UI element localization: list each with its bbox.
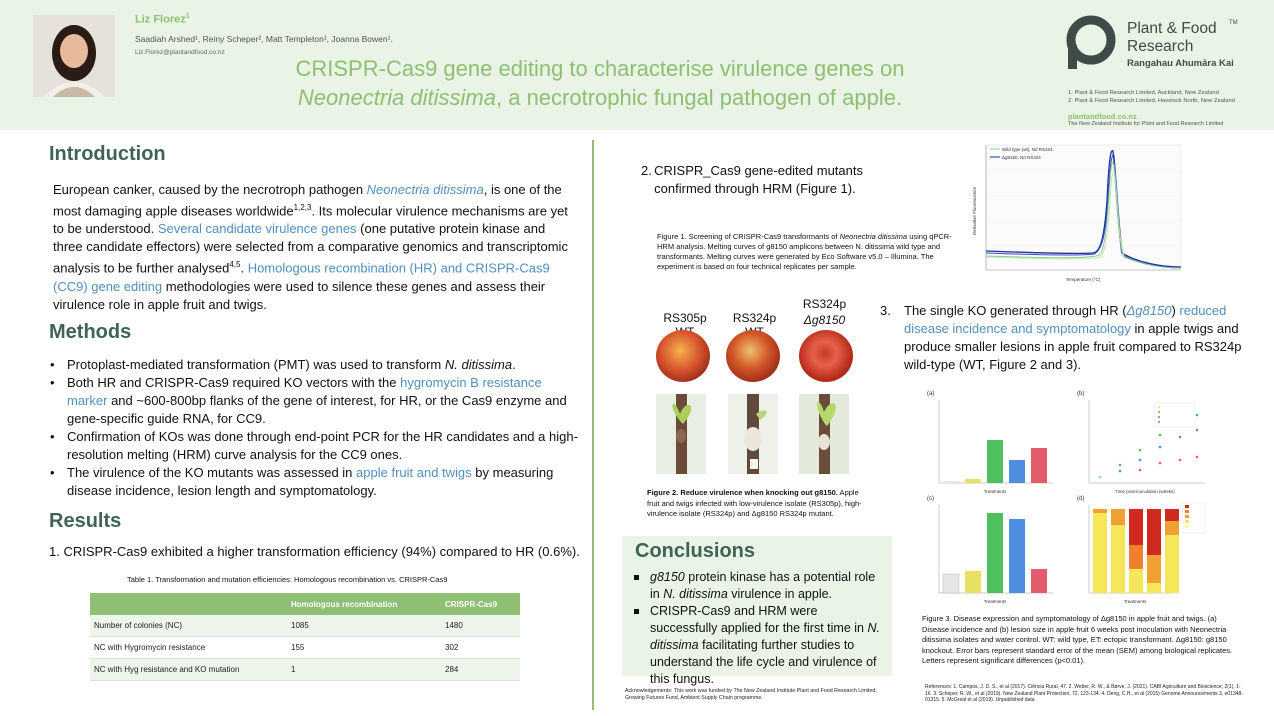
- label-delta-g8150: Δg8150: [803, 313, 846, 327]
- author-email[interactable]: Liz.Florez@plantandfood.co.nz: [135, 49, 225, 56]
- conclusions-box: [622, 536, 892, 676]
- references: References: 1. Campos, J. D. S., et al (…: [925, 684, 1243, 703]
- twig-photo-rs324p-wt: [728, 394, 778, 474]
- panel-c-xlabel: Treatments: [984, 599, 1007, 604]
- logo-text-plant-food: Plant & Food: [1127, 20, 1217, 37]
- efficiency-table: Homologous recombination CRISPR-Cas9 Num…: [90, 593, 520, 681]
- panel-b-xlabel: Time post-inoculation (weeks): [1115, 489, 1175, 494]
- label-rs324p: RS324p: [802, 297, 847, 311]
- table-cell: NC with Hygromycin resistance: [90, 636, 287, 659]
- column-divider: [592, 140, 594, 710]
- table-cell: Number of colonies (NC): [90, 615, 287, 637]
- figure2-caption: Figure 2. Reduce virulence when knocking…: [647, 488, 862, 518]
- results-heading: Results: [49, 510, 122, 532]
- poster-title-line1: CRISPR-Cas9 gene editing to characterise…: [295, 56, 905, 81]
- logo-trademark: TM: [1229, 20, 1238, 26]
- panel-d-label: (d): [1077, 496, 1084, 502]
- apple-photo-delta-g8150: [799, 330, 853, 382]
- result-1-text: 1. CRISPR-Cas9 exhibited a higher transf…: [49, 544, 580, 559]
- affiliation-1: 1. Plant & Food Research Limited, Auckla…: [1068, 90, 1219, 96]
- conclusion-item: g8150 protein kinase has a potential rol…: [632, 569, 887, 603]
- methods-item: The virulence of the KO mutants was asse…: [49, 464, 579, 500]
- conclusion-item: CRISPR-Cas9 and HRM were successfully ap…: [632, 603, 887, 688]
- logo-text-research: Research: [1127, 38, 1194, 55]
- methods-list: Protoplast-mediated transformation (PMT)…: [49, 356, 579, 500]
- table-cell: 1085: [287, 615, 441, 637]
- hrm-legend-ko: Δg8150, Nd RS324: [1002, 155, 1041, 160]
- conclusions-list: g8150 protein kinase has a potential rol…: [632, 569, 887, 688]
- figure3-caption: Figure 3. Disease expression and symptom…: [922, 614, 1233, 665]
- poster-title-line2: Neonectria ditissima, a necrotrophic fun…: [297, 85, 903, 110]
- institute-name: The New Zealand Institute for Plant and …: [1068, 121, 1224, 127]
- methods-heading: Methods: [49, 321, 132, 343]
- author-photo: [33, 15, 115, 97]
- table-row: Number of colonies (NC) 1085 1480: [90, 615, 520, 637]
- twig-photo-delta-g8150: [799, 394, 849, 474]
- introduction-heading: Introduction: [49, 143, 166, 165]
- methods-item: Confirmation of KOs was done through end…: [49, 428, 579, 464]
- twig-photo-rs305p: [656, 394, 706, 474]
- plant-and-food-logo-icon: [1066, 15, 1116, 71]
- table-cell: 1: [287, 658, 441, 681]
- hrm-legend-wt: Wild type (wt), Nd RS324: [1002, 147, 1053, 152]
- panel-d-xlabel: Treatments: [1124, 599, 1147, 604]
- table-header: CRISPR-Cas9: [441, 593, 520, 615]
- methods-item: Protoplast-mediated transformation (PMT)…: [49, 356, 579, 374]
- affiliation-2: 2. Plant & Food Research Limited, Havelo…: [1068, 98, 1235, 104]
- table-cell: 302: [441, 636, 520, 659]
- panel-a-xlabel: Treatments: [984, 489, 1007, 494]
- table-caption: Table 1. Transformation and mutation eff…: [127, 575, 448, 584]
- panel-b-label: (b): [1077, 391, 1084, 397]
- table-header: [90, 593, 287, 615]
- methods-item: Both HR and CRISPR-Cas9 required KO vect…: [49, 374, 579, 428]
- author-name: Liz Florez1: [135, 13, 190, 26]
- table-header: Homologous recombination: [287, 593, 441, 615]
- figure3-panels: (a) Treatments (b) Time post-inoculation…: [925, 385, 1208, 610]
- result-3-text: 3. The single KO generated through HR (Δg…: [880, 303, 1242, 372]
- table-row: NC with Hyg resistance and KO mutation 1…: [90, 658, 520, 681]
- conclusions-heading: Conclusions: [635, 540, 756, 562]
- header-band: [0, 0, 1274, 130]
- hrm-melting-curve-figure: Wild type (wt), Nd RS324 Δg8150, Nd RS32…: [968, 141, 1183, 287]
- result-2-text: 2. CRISPR_Cas9 gene-edited mutants confir…: [641, 163, 863, 196]
- table-header-row: Homologous recombination CRISPR-Cas9: [90, 593, 520, 615]
- logo-text-maori: Rangahau Ahumāra Kai: [1127, 58, 1234, 69]
- introduction-text: European canker, caused by the necrotrop…: [53, 182, 568, 312]
- panel-c-label: (c): [927, 496, 934, 502]
- table-cell: 155: [287, 636, 441, 659]
- hrm-xlabel: Temperature (°C): [1066, 277, 1101, 282]
- figure1-caption: Figure 1. Screening of CRISPR-Cas9 trans…: [657, 232, 952, 271]
- apple-photo-rs324p-wt: [726, 330, 780, 382]
- table-cell: NC with Hyg resistance and KO mutation: [90, 658, 287, 681]
- coauthors: Saadiah Arshed¹, Reiny Scheper², Matt Te…: [135, 34, 393, 44]
- acknowledgements: Acknowledgements: This work was funded b…: [625, 688, 877, 701]
- table-cell: 1480: [441, 615, 520, 637]
- website-link[interactable]: plantandfood.co.nz: [1068, 112, 1137, 121]
- panel-a-label: (a): [927, 391, 934, 397]
- apple-photo-rs305p: [656, 330, 710, 382]
- hrm-ylabel: Derivative Fluorescence: [972, 186, 977, 235]
- table-cell: 284: [441, 658, 520, 681]
- table-row: NC with Hygromycin resistance 155 302: [90, 636, 520, 659]
